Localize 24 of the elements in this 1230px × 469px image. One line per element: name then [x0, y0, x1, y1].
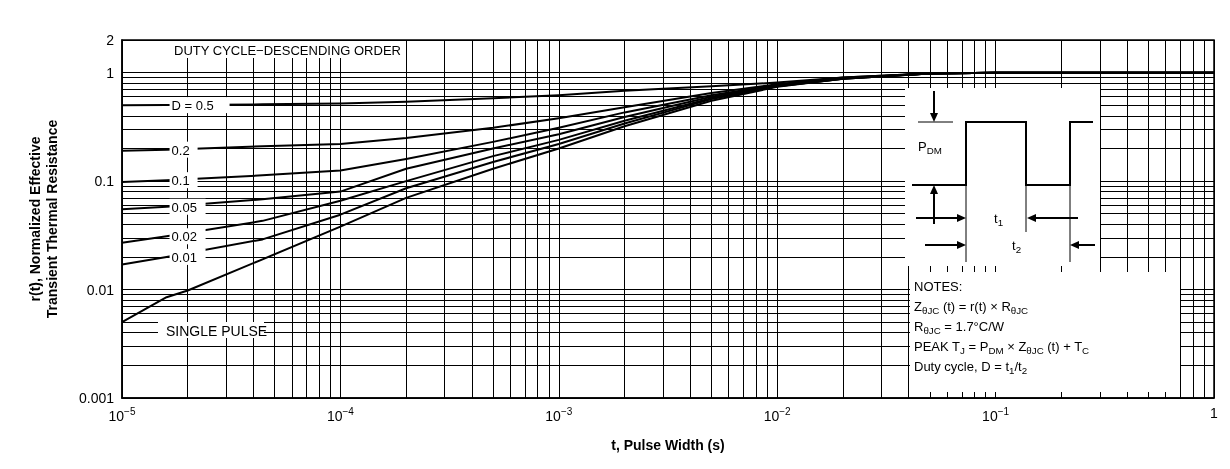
annotation: Z$_{θJC}$ (t) = r(t) × R$_{θJC}$ [914, 299, 1029, 316]
series-label: 0.02 [171, 229, 197, 245]
y-tick-label: 0.01 [86, 281, 115, 298]
annotation: t$_{1}$ [994, 211, 1004, 228]
annotation: t$_{2}$ [1012, 238, 1022, 255]
y-tick-label: 0.1 [94, 173, 115, 190]
y-tick-label: 2 [106, 32, 115, 48]
annotation: DUTY CYCLE−DESCENDING ORDER [174, 43, 401, 58]
series-label: SINGLE PULSE [166, 323, 268, 339]
annotation: P$_{DM}$ [918, 139, 942, 156]
x-tick-label: 1 [1210, 405, 1219, 421]
series-label: 0.2 [171, 142, 190, 158]
series-label: 0.05 [171, 199, 197, 215]
series-label: 0.1 [171, 173, 190, 189]
annotation: R$_{θJC}$ = 1.7°C/W [914, 319, 1005, 336]
annotation: PEAK T$_{J}$ = P$_{DM}$ × Z$_{θJC}$ (t) + T$_{C}$ [914, 339, 1090, 356]
x-axis-title: t, Pulse Width (s) [611, 436, 725, 453]
series-label: 0.01 [171, 249, 197, 265]
annotation: NOTES: [914, 279, 963, 294]
annotation: Duty cycle, D = t$_{1}$/t$_{2}$ [914, 359, 1028, 376]
y-tick-label: 1 [106, 64, 115, 81]
series-label: D = 0.5 [171, 98, 214, 114]
y-axis-title: r(t), Normalized Effective Transient Thermal Resistance [26, 119, 60, 319]
y-tick-label: 0.001 [78, 390, 115, 406]
